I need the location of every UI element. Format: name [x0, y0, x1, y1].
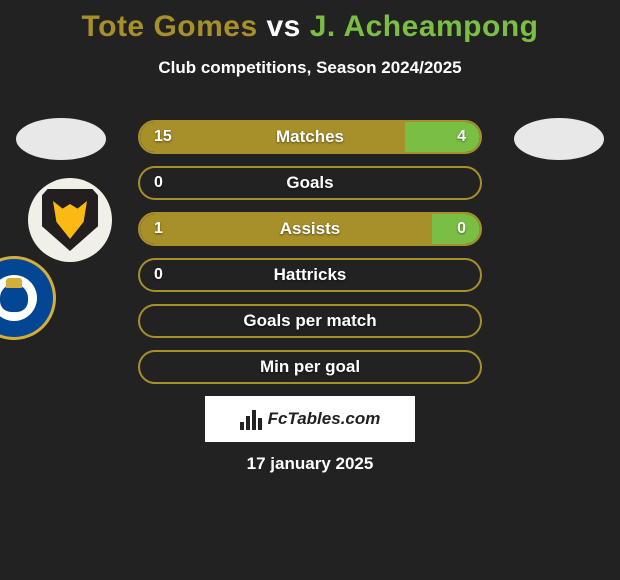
stat-row: Goals per match [138, 304, 482, 338]
stat-label: Min per goal [260, 357, 360, 377]
player2-club-badge [0, 256, 56, 340]
comparison-title: Tote Gomes vs J. Acheampong [0, 0, 620, 44]
chelsea-lion-icon [0, 284, 28, 312]
stat-seg-right [405, 122, 480, 152]
chelsea-inner-circle [0, 275, 37, 321]
stat-label: Assists [280, 219, 340, 239]
bar-chart-icon [240, 408, 262, 430]
stat-label: Goals [286, 173, 333, 193]
stat-seg-left [140, 122, 405, 152]
stat-bars: Matches154Goals0Assists10Hattricks0Goals… [138, 120, 482, 396]
stat-label: Goals per match [243, 311, 376, 331]
stat-value-left: 0 [154, 174, 163, 192]
stat-value-right: 4 [457, 128, 466, 146]
stat-row: Matches 15 4 [138, 120, 482, 154]
watermark-text: FcTables.com [268, 409, 381, 429]
stat-label: Matches [276, 127, 344, 147]
watermark: FcTables.com [205, 396, 415, 442]
stat-label: Hattricks [274, 265, 347, 285]
stat-value-left: 1 [154, 220, 163, 238]
player1-club-badge [28, 178, 112, 262]
stat-value-left: 0 [154, 266, 163, 284]
stat-row: Assists 1 0 [138, 212, 482, 246]
vs-label: vs [267, 10, 301, 43]
stat-value-right: 0 [457, 220, 466, 238]
stat-row: Hattricks 0 [138, 258, 482, 292]
comparison-card: Tote Gomes vs J. Acheampong Club competi… [0, 0, 620, 580]
wolves-wolf-icon [53, 201, 87, 239]
stat-value-left: 15 [154, 128, 172, 146]
player2-silhouette [514, 118, 604, 160]
player1-silhouette [16, 118, 106, 160]
player2-name: J. Acheampong [310, 10, 539, 43]
snapshot-date: 17 january 2025 [0, 454, 620, 474]
stat-row: Min per goal [138, 350, 482, 384]
wolves-shield-icon [42, 189, 98, 251]
player1-name: Tote Gomes [82, 10, 258, 43]
subtitle: Club competitions, Season 2024/2025 [0, 58, 620, 78]
stat-row: Goals 0 [138, 166, 482, 200]
